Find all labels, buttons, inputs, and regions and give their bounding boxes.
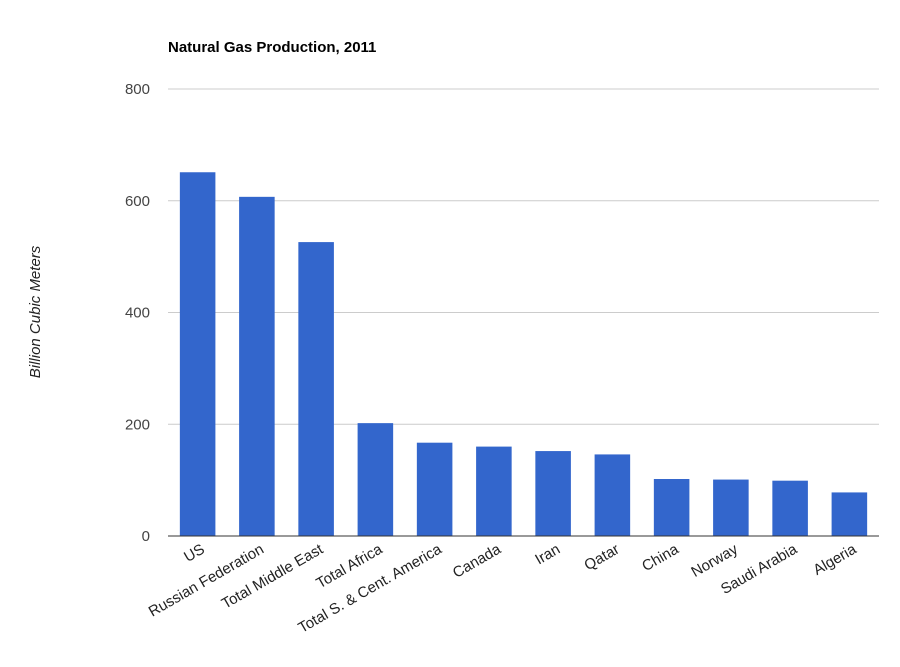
- y-axis-label: Billion Cubic Meters: [27, 245, 44, 378]
- bar: [653, 479, 690, 536]
- y-tick-label: 600: [125, 193, 150, 210]
- x-tick-label: Canada: [450, 540, 505, 581]
- bar: [476, 446, 512, 536]
- bar: [239, 196, 275, 536]
- chart-title: Natural Gas Production, 2011: [168, 39, 376, 56]
- bar: [713, 479, 749, 536]
- bar: [357, 423, 394, 536]
- bar: [179, 172, 216, 536]
- gridlines: [168, 88, 879, 425]
- bar: [298, 242, 334, 536]
- bar: [594, 454, 631, 536]
- bar: [535, 451, 571, 536]
- y-tick-label: 400: [125, 305, 150, 322]
- x-tick-label: US: [181, 541, 208, 566]
- bars: [179, 172, 868, 536]
- x-tick-label: China: [639, 540, 682, 575]
- bar: [416, 442, 453, 536]
- x-tick-label: Qatar: [581, 541, 622, 574]
- y-tick-label: 800: [125, 81, 150, 98]
- bar: [772, 480, 808, 536]
- x-tick-label: Algeria: [810, 540, 860, 578]
- x-tick-label: Iran: [532, 541, 563, 569]
- y-tick-label: 0: [142, 528, 150, 545]
- y-tick-label: 200: [125, 416, 150, 433]
- bar: [831, 492, 868, 536]
- x-tick-label: Total Middle East: [219, 540, 327, 612]
- y-tick-labels: 0 200 400 600 800: [125, 81, 150, 545]
